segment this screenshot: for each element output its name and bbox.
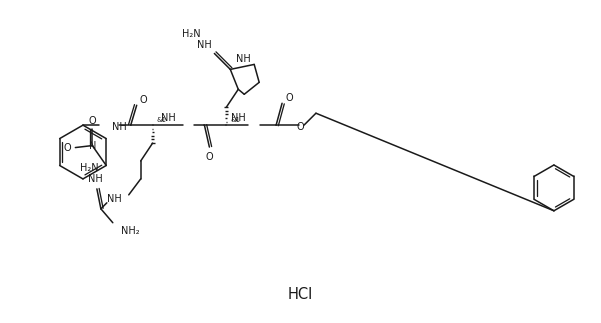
- Text: HCl: HCl: [287, 287, 313, 302]
- Text: NH₂: NH₂: [121, 226, 139, 236]
- Text: NH: NH: [161, 113, 176, 123]
- Text: O: O: [285, 93, 293, 103]
- Text: O: O: [296, 122, 304, 132]
- Text: O: O: [206, 152, 213, 162]
- Text: H₂N: H₂N: [182, 28, 200, 38]
- Text: NH: NH: [88, 174, 102, 184]
- Text: NH: NH: [197, 39, 212, 49]
- Text: NH: NH: [231, 113, 246, 123]
- Text: O: O: [140, 95, 147, 105]
- Text: &1: &1: [230, 117, 240, 123]
- Text: O: O: [64, 142, 71, 152]
- Text: NH: NH: [112, 122, 127, 132]
- Text: NH: NH: [108, 194, 122, 204]
- Text: N: N: [88, 141, 96, 151]
- Text: &1: &1: [157, 117, 166, 123]
- Text: H₂N: H₂N: [81, 163, 99, 173]
- Text: NH: NH: [236, 55, 251, 65]
- Text: O: O: [88, 116, 96, 126]
